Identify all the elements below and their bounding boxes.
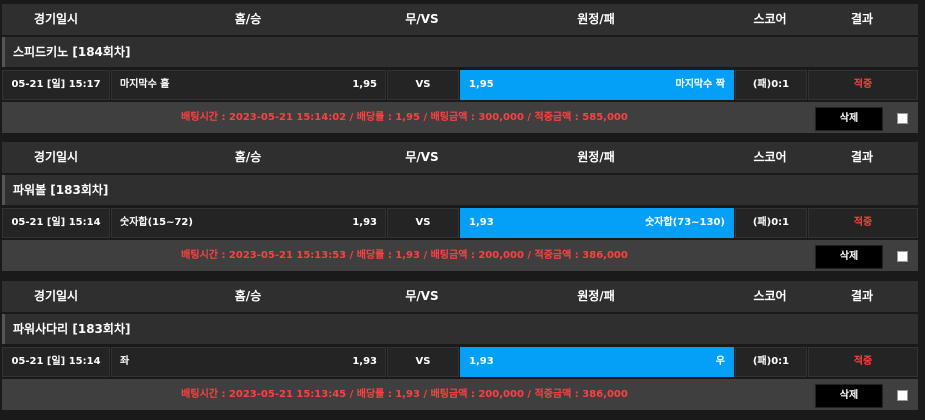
col-home: 홈/승 — [234, 289, 262, 303]
col-away: 원정/패 — [577, 289, 615, 303]
score: (패)0:1 — [735, 347, 807, 377]
score: (패)0:1 — [735, 208, 807, 238]
col-score: 스코어 — [753, 150, 787, 164]
col-result: 결과 — [850, 12, 874, 26]
col-result: 결과 — [850, 289, 874, 303]
bet-info-text: 배팅시간 : 2023-05-21 15:14:02 / 배당률 : 1,95 … — [181, 112, 628, 123]
bet-info-text: 배팅시간 : 2023-05-21 15:13:53 / 배당률 : 1,93 … — [181, 250, 628, 261]
delete-button[interactable]: 삭제 — [815, 245, 883, 269]
vs-cell: VS — [387, 70, 459, 100]
col-home: 홈/승 — [234, 12, 262, 26]
col-draw: 무/VS — [405, 12, 439, 26]
result-badge: 적중 — [808, 347, 918, 377]
vs-cell: VS — [387, 208, 459, 238]
col-away: 원정/패 — [577, 12, 615, 26]
delete-button[interactable]: 삭제 — [815, 107, 883, 131]
game-title: 파워사다리 [183회차] — [2, 314, 918, 344]
bet-info-row: 배팅시간 : 2023-05-21 15:13:45 / 배당률 : 1,93 … — [2, 379, 918, 410]
home-pick[interactable]: 숫자합(15~72) 1,93 — [111, 208, 386, 238]
result-badge: 적중 — [808, 70, 918, 100]
match-date: 05-21 [일] 15:17 — [2, 70, 110, 100]
away-odds: 1,95 — [469, 79, 494, 90]
away-odds: 1,93 — [469, 217, 494, 228]
col-date: 경기일시 — [33, 12, 79, 26]
bet-info-text: 배팅시간 : 2023-05-21 15:13:45 / 배당률 : 1,93 … — [181, 389, 628, 400]
away-name: 숫자합(73~130) — [645, 217, 725, 228]
result-badge: 적중 — [808, 208, 918, 238]
delete-button[interactable]: 삭제 — [815, 384, 883, 408]
home-odds: 1,93 — [352, 356, 377, 367]
away-name: 우 — [715, 356, 725, 367]
col-away: 원정/패 — [577, 150, 615, 164]
select-checkbox[interactable] — [897, 251, 908, 262]
col-draw: 무/VS — [405, 150, 439, 164]
match-row: 05-21 [일] 15:14 숫자합(15~72) 1,93 VS 1,93 … — [2, 208, 918, 238]
home-name: 숫자합(15~72) — [120, 217, 193, 228]
home-odds: 1,95 — [352, 79, 377, 90]
match-row: 05-21 [일] 15:17 마지막수 홀 1,95 VS 1,95 마지막수… — [2, 70, 918, 100]
home-name: 마지막수 홀 — [120, 79, 170, 90]
table-header: 경기일시 홈/승 무/VS 원정/패 스코어 결과 — [2, 281, 918, 312]
vs-cell: VS — [387, 347, 459, 377]
score: (패)0:1 — [735, 70, 807, 100]
bet-info-row: 배팅시간 : 2023-05-21 15:13:53 / 배당률 : 1,93 … — [2, 240, 918, 271]
away-pick-selected[interactable]: 1,93 숫자합(73~130) — [460, 208, 734, 238]
match-date: 05-21 [일] 15:14 — [2, 208, 110, 238]
home-name: 좌 — [120, 356, 130, 367]
col-date: 경기일시 — [33, 150, 79, 164]
away-name: 마지막수 짝 — [675, 79, 725, 90]
bet-info-row: 배팅시간 : 2023-05-21 15:14:02 / 배당률 : 1,95 … — [2, 102, 918, 133]
away-odds: 1,93 — [469, 356, 494, 367]
col-score: 스코어 — [753, 289, 787, 303]
home-pick[interactable]: 마지막수 홀 1,95 — [111, 70, 386, 100]
table-header: 경기일시 홈/승 무/VS 원정/패 스코어 결과 — [2, 142, 918, 173]
match-row: 05-21 [일] 15:14 좌 1,93 VS 1,93 우 (패)0:1 … — [2, 347, 918, 377]
col-date: 경기일시 — [33, 289, 79, 303]
col-result: 결과 — [850, 150, 874, 164]
col-score: 스코어 — [753, 12, 787, 26]
table-header: 경기일시 홈/승 무/VS 원정/패 스코어 결과 — [2, 4, 918, 35]
select-checkbox[interactable] — [897, 390, 908, 401]
away-pick-selected[interactable]: 1,95 마지막수 짝 — [460, 70, 734, 100]
home-odds: 1,93 — [352, 217, 377, 228]
col-draw: 무/VS — [405, 289, 439, 303]
away-pick-selected[interactable]: 1,93 우 — [460, 347, 734, 377]
game-title: 파워볼 [183회차] — [2, 175, 918, 205]
select-checkbox[interactable] — [897, 113, 908, 124]
col-home: 홈/승 — [234, 150, 262, 164]
home-pick[interactable]: 좌 1,93 — [111, 347, 386, 377]
game-title: 스피드키노 [184회차] — [2, 37, 918, 67]
match-date: 05-21 [일] 15:14 — [2, 347, 110, 377]
